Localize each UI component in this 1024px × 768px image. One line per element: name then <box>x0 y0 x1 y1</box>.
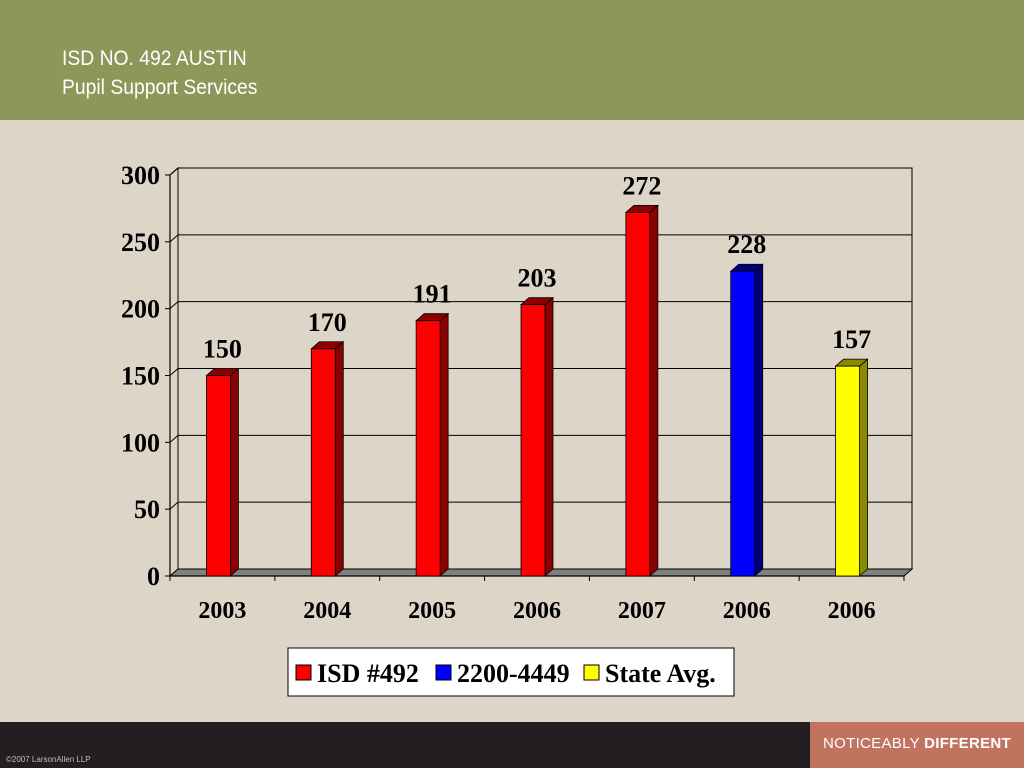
x-tick-label: 2006 <box>828 598 876 624</box>
bar <box>834 358 869 577</box>
y-tick-label: 0 <box>147 562 160 591</box>
tagline: NOTICEABLY DIFFERENT <box>810 735 1024 752</box>
title-line-2: Pupil Support Services <box>62 76 258 99</box>
bar-side <box>334 340 344 577</box>
bar <box>519 296 555 577</box>
bar-side <box>754 263 764 577</box>
gridline <box>169 501 912 510</box>
y-tick-label: 100 <box>121 428 160 457</box>
x-tick-label: 2003 <box>198 598 246 624</box>
bar <box>624 204 659 577</box>
legend-label: ISD #492 <box>317 659 419 688</box>
legend-swatch <box>295 664 312 681</box>
tagline-light: NOTICEABLY <box>823 735 920 752</box>
y-tick-label: 250 <box>121 228 160 257</box>
y-tick-label: 150 <box>121 362 160 391</box>
legend-box <box>287 647 735 697</box>
y-tick-label: 50 <box>134 495 160 524</box>
bar-side <box>230 367 239 577</box>
x-axis-ticks: 2003 2004 2005 2006 2007 2006 2006 <box>169 576 905 624</box>
data-label: 170 <box>308 308 347 337</box>
bar-front <box>625 212 651 577</box>
bar-side <box>649 204 659 577</box>
bar <box>205 367 240 577</box>
gridline <box>169 301 912 310</box>
data-label: 157 <box>832 325 871 354</box>
bar-side <box>859 358 868 577</box>
footer-bar: ©2007 LarsonAllen LLP NOTICEABLY DIFFERE… <box>0 722 1024 768</box>
bar-side <box>439 312 449 577</box>
bar <box>310 340 345 577</box>
y-axis-ticks: 0 50 100 150 200 250 300 <box>121 161 170 591</box>
bar-front <box>835 365 860 577</box>
tagline-box: NOTICEABLY DIFFERENT <box>810 722 1024 768</box>
gridlines <box>169 167 912 510</box>
x-tick-label: 2006 <box>723 598 771 624</box>
bar <box>729 263 764 577</box>
x-tick-label: 2004 <box>303 598 351 624</box>
bar <box>415 312 450 577</box>
legend-swatch <box>583 664 600 681</box>
bar-front <box>520 304 546 577</box>
gridline <box>169 368 912 376</box>
bar-front <box>310 348 336 577</box>
data-labels: 150 170 191 203 272 228 157 <box>203 171 871 363</box>
y-tick-label: 200 <box>121 295 160 324</box>
title-line-1: ISD NO. 492 AUSTIN <box>62 47 247 70</box>
bar-front <box>206 375 231 577</box>
data-label: 150 <box>203 335 242 364</box>
header-bar: ISD NO. 492 AUSTIN Pupil Support Service… <box>0 0 1024 120</box>
gridline <box>169 167 912 176</box>
data-label: 228 <box>727 230 766 259</box>
y-tick-label: 300 <box>121 161 160 190</box>
bars <box>205 204 869 577</box>
legend-label: State Avg. <box>605 659 716 688</box>
bar-front <box>730 270 756 577</box>
data-label: 272 <box>622 171 661 200</box>
x-tick-label: 2006 <box>513 598 561 624</box>
page-title: ISD NO. 492 AUSTIN Pupil Support Service… <box>62 44 257 102</box>
data-label: 203 <box>518 264 557 293</box>
copyright-text: ©2007 LarsonAllen LLP <box>6 755 91 764</box>
legend-swatch <box>435 664 452 681</box>
x-tick-label: 2007 <box>618 598 666 624</box>
data-label: 191 <box>413 280 452 309</box>
x-tick-label: 2005 <box>408 598 456 624</box>
bar-side <box>544 296 554 577</box>
gridline <box>169 434 912 443</box>
tagline-bold: DIFFERENT <box>924 735 1011 752</box>
legend-label: 2200-4449 <box>457 659 570 688</box>
gridline <box>169 234 912 243</box>
bar-front <box>415 320 441 577</box>
legend: ISD #492 2200-4449 State Avg. <box>287 647 735 697</box>
